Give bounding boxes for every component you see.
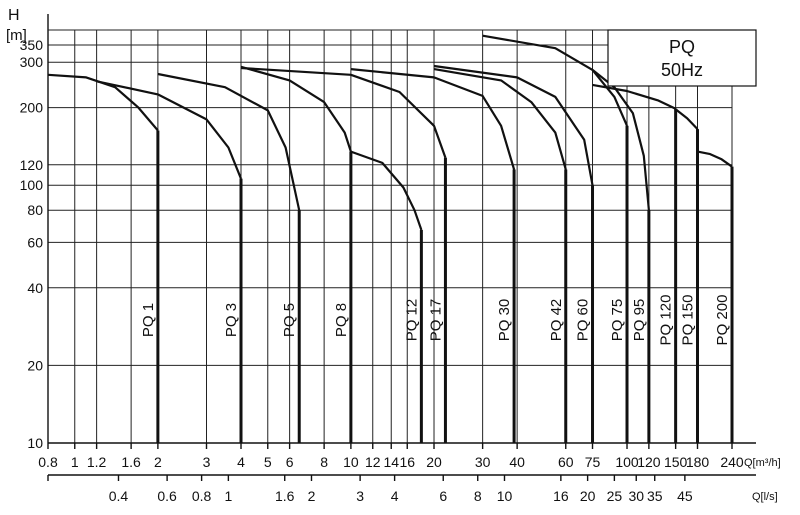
x-tick-label: 75 xyxy=(585,454,601,470)
curve-series xyxy=(697,150,733,168)
x-tick-label: 8 xyxy=(320,454,328,470)
x-tick-label: 30 xyxy=(475,454,491,470)
curve-series xyxy=(433,68,567,170)
series-labels: PQ 1 PQ 3 PQ 5 PQ 8 PQ 12 PQ 17 PQ 30 PQ 42 PQ 6… xyxy=(140,295,731,346)
x2-tick-label: 45 xyxy=(677,488,693,504)
x-tick-label: 20 xyxy=(426,454,442,470)
y-tick-label: 20 xyxy=(27,357,43,373)
x2-tick-label: 1.6 xyxy=(275,488,295,504)
x2-tick-label: 8 xyxy=(474,488,482,504)
x2-tick-label: 25 xyxy=(607,488,623,504)
curve-series xyxy=(240,65,352,152)
x2-tick-label: 0.6 xyxy=(157,488,177,504)
curve-series xyxy=(674,108,699,130)
x-tick-label: 3 xyxy=(203,454,211,470)
x2-tick-label: 0.4 xyxy=(109,488,129,504)
series-label: PQ 95 xyxy=(631,299,648,342)
series-label: PQ 150 xyxy=(680,295,697,346)
y-tick-label: 40 xyxy=(27,280,43,296)
curve-series xyxy=(592,83,677,110)
series-label: PQ 120 xyxy=(658,295,675,346)
series-label: PQ 30 xyxy=(496,299,513,342)
y-tick-label: 80 xyxy=(27,202,43,218)
y-tick-label: 200 xyxy=(20,100,44,116)
curve-series xyxy=(240,66,447,158)
x-tick-label: 5 xyxy=(264,454,272,470)
x-tick-label: 1.6 xyxy=(121,454,141,470)
x2-axis-title: Q[l/s] xyxy=(752,491,778,503)
series-label: PQ 3 xyxy=(223,303,240,337)
y-tick-label: 350 xyxy=(20,37,44,53)
x-tick-label: 180 xyxy=(686,454,710,470)
series-label: PQ 1 xyxy=(140,303,157,337)
x2-tick-label: 30 xyxy=(628,488,644,504)
max-flow-lines xyxy=(156,108,734,443)
y-tick-label: 60 xyxy=(27,234,43,250)
x-tick-label: 100 xyxy=(615,454,639,470)
x2-tick-label: 35 xyxy=(647,488,663,504)
y-tick-label: 120 xyxy=(20,157,44,173)
x-tick-label: 12 xyxy=(365,454,381,470)
series-label: PQ 8 xyxy=(333,303,350,337)
x2-tick-label: 3 xyxy=(356,488,364,504)
series-label: PQ 75 xyxy=(609,299,626,342)
y-axis-title: H xyxy=(8,7,20,24)
y-tick-label: 10 xyxy=(27,435,43,451)
curve-series xyxy=(433,64,594,186)
x-tick-label: 10 xyxy=(343,454,359,470)
y-axis-unit: [m] xyxy=(6,27,27,44)
legend-frame xyxy=(607,29,757,87)
curve-series xyxy=(350,68,516,170)
curve-series xyxy=(591,69,650,211)
curve-series xyxy=(157,72,301,211)
x-tick-label: 6 xyxy=(286,454,294,470)
x2-tick-label: 1 xyxy=(224,488,232,504)
x-axis-title: Q[m³/h] xyxy=(744,457,781,469)
y-tick-label: 300 xyxy=(20,54,44,70)
series-label: PQ 60 xyxy=(575,299,592,342)
x2-tick-label: 10 xyxy=(497,488,513,504)
x-tick-label: 150 xyxy=(664,454,688,470)
x-tick-label: 16 xyxy=(399,454,415,470)
series-label: PQ 12 xyxy=(403,299,420,342)
x2-tick-label: 16 xyxy=(553,488,569,504)
x-tick-label: 0.8 xyxy=(38,454,58,470)
x-tick-label: 1 xyxy=(71,454,79,470)
series-label: PQ 17 xyxy=(427,299,444,342)
x2-tick-label: 6 xyxy=(439,488,447,504)
x-tick-label: 60 xyxy=(558,454,574,470)
x-tick-label: 1.2 xyxy=(87,454,107,470)
x-tick-label: 4 xyxy=(237,454,245,470)
curve-series xyxy=(96,80,243,180)
x2-tick-label: 0.8 xyxy=(192,488,212,504)
y-tick-label: 100 xyxy=(20,177,44,193)
series-label: PQ 42 xyxy=(548,299,565,342)
legend-title: PQ xyxy=(669,37,695,57)
x-tick-label: 14 xyxy=(383,454,399,470)
x-tick-label: 40 xyxy=(509,454,525,470)
x2-tick-label: 4 xyxy=(391,488,399,504)
curve-series xyxy=(350,150,423,231)
x2-tick-label: 2 xyxy=(308,488,316,504)
series-label: PQ 5 xyxy=(281,303,298,337)
legend-box: PQ 50Hz xyxy=(607,29,757,87)
x-tick-label: 120 xyxy=(637,454,661,470)
legend-subtitle: 50Hz xyxy=(661,60,703,80)
x-tick-label: 240 xyxy=(720,454,744,470)
curve-series xyxy=(47,73,159,132)
x2-tick-label: 20 xyxy=(580,488,596,504)
x-tick-label: 2 xyxy=(154,454,162,470)
series-label: PQ 200 xyxy=(714,295,731,346)
pump-curves xyxy=(47,34,733,231)
